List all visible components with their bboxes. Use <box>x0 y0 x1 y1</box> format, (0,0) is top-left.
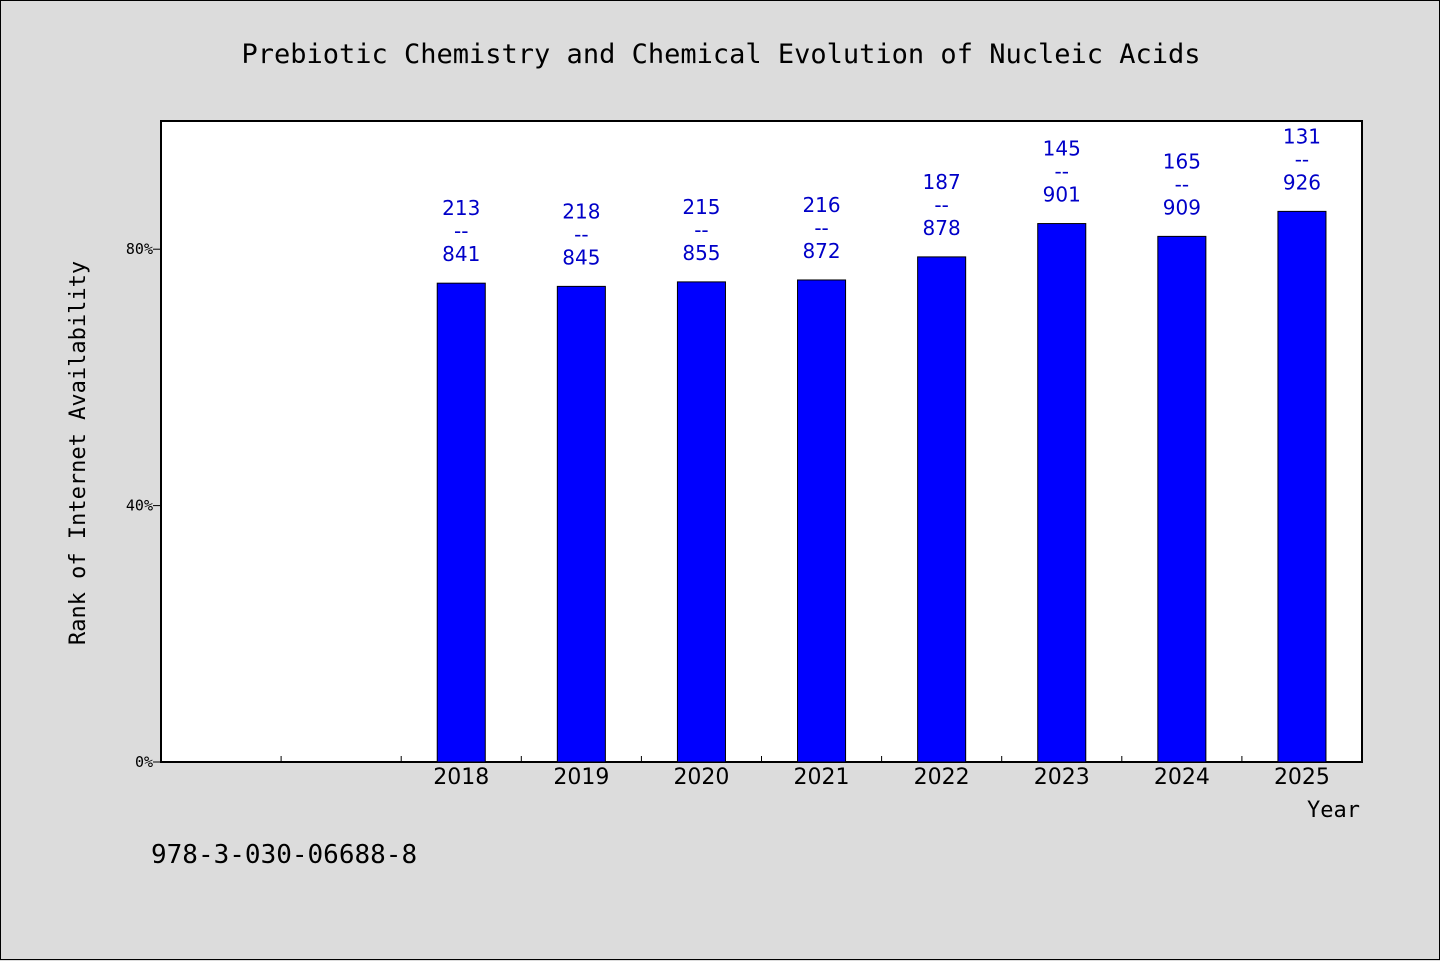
bar-label-2025-top: 131 <box>1283 124 1321 148</box>
x-axis-title: Year <box>1307 798 1360 823</box>
x-category-label-2021: 2021 <box>794 765 850 790</box>
bar-2022 <box>917 256 967 763</box>
x-axis-ticks: 2018 2019 2020 2021 2022 2023 2024 2025 <box>280 756 1330 790</box>
bar-label-2020-top: 215 <box>682 195 720 219</box>
bar-label-2021-bottom: 872 <box>802 239 840 263</box>
bar-label-2019-bottom: 845 <box>562 245 600 269</box>
bar-label-2021-top: 216 <box>802 193 840 217</box>
x-category-label-2019: 2019 <box>553 765 609 790</box>
x-category-label-2025: 2025 <box>1274 765 1330 790</box>
bar-label-2019-top: 218 <box>562 199 600 223</box>
bar-label-2022-top: 187 <box>923 170 961 194</box>
bar-2020 <box>676 281 726 763</box>
bar-label-2023-bottom: 901 <box>1043 183 1081 207</box>
x-category-label-2022: 2022 <box>914 765 970 790</box>
bar-label-2024-sep: -- <box>1175 172 1189 196</box>
x-category-label-2020: 2020 <box>673 765 729 790</box>
y-axis-title: Rank of Internet Availability <box>66 261 91 645</box>
bar-label-2024-top: 165 <box>1163 149 1201 173</box>
y-tick-label-1: 40% <box>126 497 153 515</box>
chart-title: Prebiotic Chemistry and Chemical Evoluti… <box>241 39 1200 70</box>
bar-label-2020-bottom: 855 <box>682 241 720 265</box>
bar-label-2023-sep: -- <box>1055 160 1069 184</box>
bar-label-2022-sep: -- <box>934 193 948 217</box>
y-tick-label-2: 80% <box>126 240 153 258</box>
x-category-label-2018: 2018 <box>433 765 489 790</box>
bar-label-2025-sep: -- <box>1295 147 1309 171</box>
bar-label-2018-sep: -- <box>454 219 468 243</box>
bar-label-2020-sep: -- <box>694 218 708 242</box>
bar-label-2022-bottom: 878 <box>923 216 961 240</box>
bars-group <box>436 210 1327 763</box>
bar-2019 <box>556 285 606 763</box>
bar-2024 <box>1157 235 1207 763</box>
y-tick-label-0: 0% <box>135 753 153 771</box>
bar-2023 <box>1037 223 1087 763</box>
bar-label-2021-sep: -- <box>814 216 828 240</box>
bar-label-2019-sep: -- <box>574 222 588 246</box>
bar-label-2023-top: 145 <box>1043 137 1081 161</box>
x-category-label-2024: 2024 <box>1154 765 1210 790</box>
isbn-footnote: 978-3-030-06688-8 <box>151 840 417 870</box>
bar-2018 <box>436 282 486 763</box>
bar-labels-group: 213--841218--845215--855216--872187--878… <box>442 124 1321 269</box>
y-axis-ticks: 0% 40% 80% <box>126 240 161 771</box>
bar-label-2018-top: 213 <box>442 196 480 220</box>
bar-2025 <box>1277 210 1327 763</box>
bar-2021 <box>797 279 847 763</box>
x-category-label-2023: 2023 <box>1034 765 1090 790</box>
bar-label-2024-bottom: 909 <box>1163 195 1201 219</box>
bar-label-2025-bottom: 926 <box>1283 170 1321 194</box>
bar-label-2018-bottom: 841 <box>442 242 480 266</box>
